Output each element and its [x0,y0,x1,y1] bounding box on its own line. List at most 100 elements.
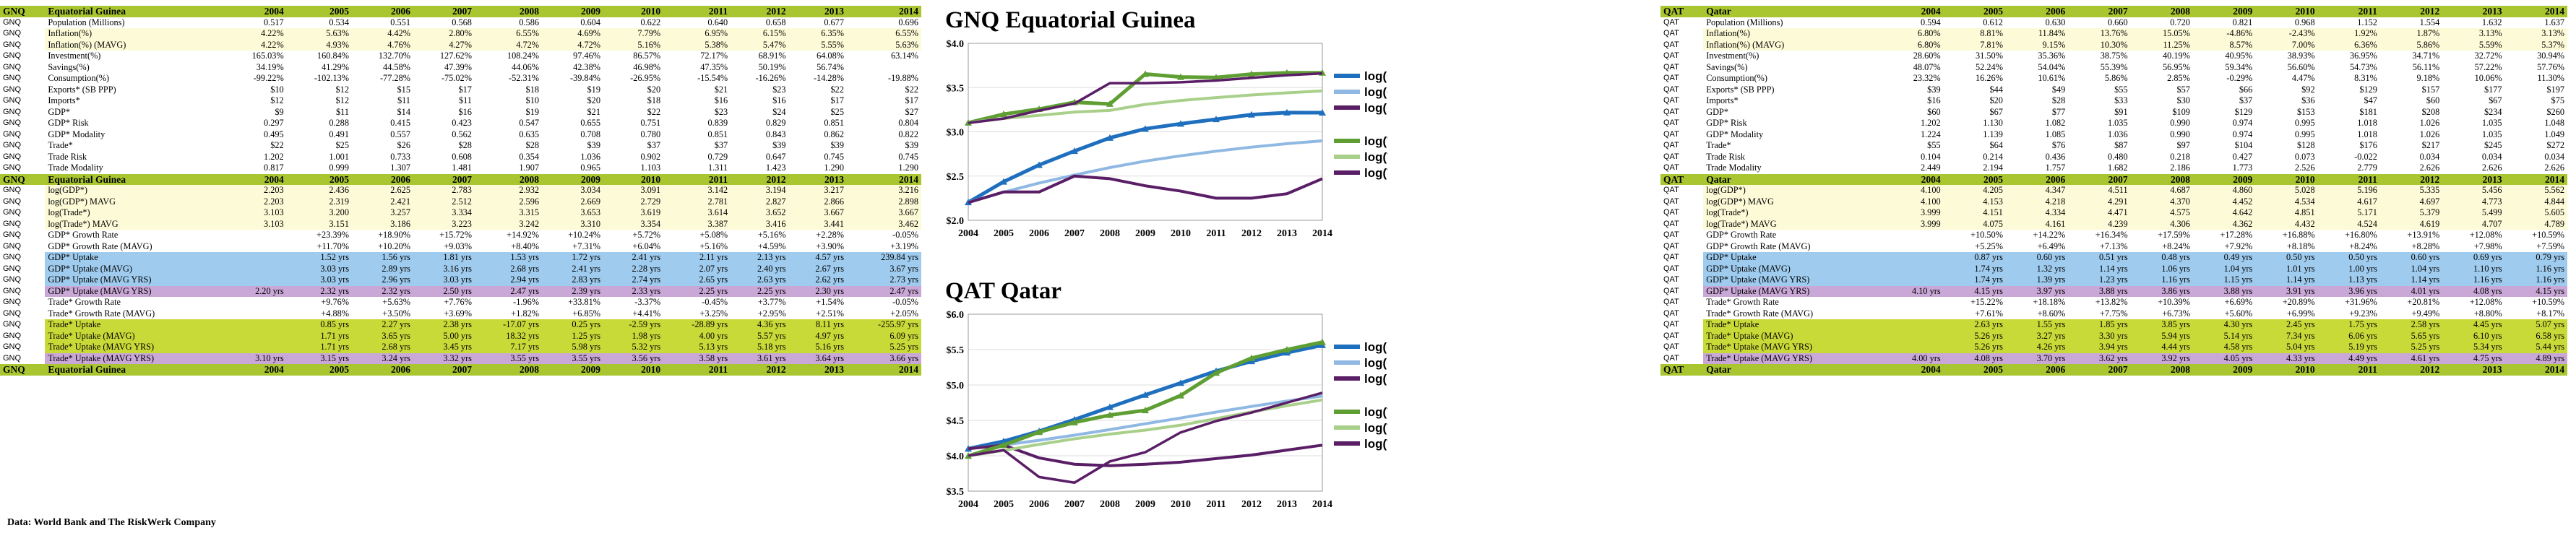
x-tick-label: 2012 [1241,499,1262,510]
table-cell: 0.968 [2255,17,2318,28]
table-cell: 6.06 yrs [2317,330,2380,342]
table-cell: 1.04 yrs [2192,263,2256,274]
table-row: QAT Trade* Uptake 2.63 yrs 1.55 yrs 1.85 yrs… [1660,319,2567,331]
table-cell: $37 [603,140,664,152]
table-cell: 5.59% [2442,39,2505,51]
qat-chart: QAT Qatar $3.5 $4.0 $4.5 $5.0 $5.5 $6.0 2004 200… [945,278,1387,510]
table-cell: $28 [2005,95,2069,107]
row-country-code: QAT [1660,17,1704,28]
table-row: GNQ Trade Risk 1.202 1.001 0.733 0.608 0.354 1.… [0,151,921,163]
table-cell: -16.26% [731,73,789,85]
table-cell: 2.449 [1887,163,1944,174]
table-cell: 2.25 yrs [663,285,731,297]
table-cell: 108.24% [474,51,542,62]
data-point [1071,418,1078,425]
table-cell: $25 [286,140,352,152]
table-cell: $92 [2255,84,2318,95]
table-cell: 6.55% [474,28,542,40]
row-country-code: QAT [1660,185,1704,196]
year-header: 2009 [2192,6,2256,17]
table-cell: 6.55% [846,28,921,40]
table-cell: 11.30% [2504,73,2567,85]
year-header: 2013 [2442,173,2505,185]
row-label: Trade* Uptake (MAVG YRS) [1703,352,1887,364]
table-cell: 1.14 yrs [2379,274,2443,286]
year-header: 2011 [2317,364,2380,376]
row-label: Imports* [1703,95,1887,107]
data-point [1106,134,1113,141]
table-cell: 3.61 yrs [731,352,789,364]
year-header: 2009 [542,6,603,17]
table-cell: 2.41 yrs [542,263,603,274]
table-cell: +9.23% [2317,308,2380,319]
table-cell: 0.745 [788,151,847,163]
table-cell [846,61,921,73]
table-row: QAT Inflation(%) (MAVG) 6.80% 7.81% 9.15% 10.… [1660,39,2567,51]
table-cell: 2.80% [413,28,475,40]
table-cell: 5.57 yrs [731,330,789,342]
table-cell: 6.80% [1887,28,1944,40]
table-cell: $49 [2005,84,2069,95]
table-cell: 3.03 yrs [286,274,352,286]
x-tick-label: 2010 [1171,499,1191,510]
table-cell: +8.80% [2442,308,2505,319]
table-cell: 8.11 yrs [788,319,847,331]
table-cell: 0.60 yrs [2379,252,2443,264]
table-cell: 59.34% [2192,61,2256,73]
country-name: Equatorial Guinea [45,173,226,185]
table-cell: 2.38 yrs [413,319,475,331]
table-cell: 2.47 yrs [846,285,921,297]
table-cell: 57.22% [2442,61,2505,73]
table-cell: 3.30 yrs [2068,330,2131,342]
table-cell: 97.46% [542,51,603,62]
row-country-code: QAT [1660,285,1704,297]
table-cell: 0.288 [286,118,352,129]
table-cell: 4.93% [286,39,352,51]
row-country-code: GNQ [0,151,46,163]
row-country-code: QAT [1660,218,1704,230]
table-row: QAT Trade* Uptake (MAVG) 5.26 yrs 3.27 yrs 3… [1660,330,2567,342]
table-cell: 7.00% [2255,39,2318,51]
table-cell: +3.25% [663,308,731,319]
table-cell: 0.655 [542,118,603,129]
table-cell: $129 [2192,106,2256,118]
data-point [1283,346,1291,353]
table-cell: 3.416 [731,218,789,230]
table-cell: 1.035 [2068,118,2131,129]
row-label: GDP* Uptake (MAVG) [1703,263,1887,274]
row-country-code: GNQ [0,241,46,252]
table-cell: 0.990 [2130,118,2193,129]
table-cell: 2.626 [2379,163,2443,174]
table-cell: 34.19% [226,61,287,73]
row-label: Consumption(%) [1703,73,1887,85]
table-cell: $181 [2317,106,2380,118]
row-country-code: GNQ [0,129,46,140]
year-header: 2012 [731,6,789,17]
year-header: 2014 [2504,364,2567,376]
table-cell: 1.290 [788,163,847,174]
table-cell: 5.86% [2379,39,2443,51]
series-line [968,89,1323,124]
table-cell: 2.47 yrs [474,285,542,297]
data-point [1035,161,1043,168]
table-cell: $57 [2130,84,2193,95]
table-cell: 0.517 [226,17,287,28]
table-cell: +14.22% [2005,230,2069,241]
year-header: 2011 [2317,6,2380,17]
table-cell: 4.49 yrs [2317,352,2380,364]
row-country-code: QAT [1660,230,1704,241]
table-row: QAT Exports* (SB PPP) $39 $44 $49 $55 $57 $66 $9… [1660,84,2567,95]
country-name: Qatar [1703,364,1887,376]
table-cell [226,230,287,241]
data-point [1177,391,1184,399]
table-cell: 0.851 [663,129,731,140]
table-cell: 0.974 [2192,118,2256,129]
table-cell: 3.10 yrs [226,352,287,364]
table-cell: 2.203 [226,185,287,196]
year-header: 2007 [413,364,475,376]
table-cell: +1.54% [788,297,847,308]
year-header: 2012 [2379,6,2443,17]
legend-label: log(GDP*) Uptake (MAVG YRS) [1364,372,1387,386]
row-country-code: QAT [1660,297,1704,308]
table-cell: 3.387 [663,218,731,230]
